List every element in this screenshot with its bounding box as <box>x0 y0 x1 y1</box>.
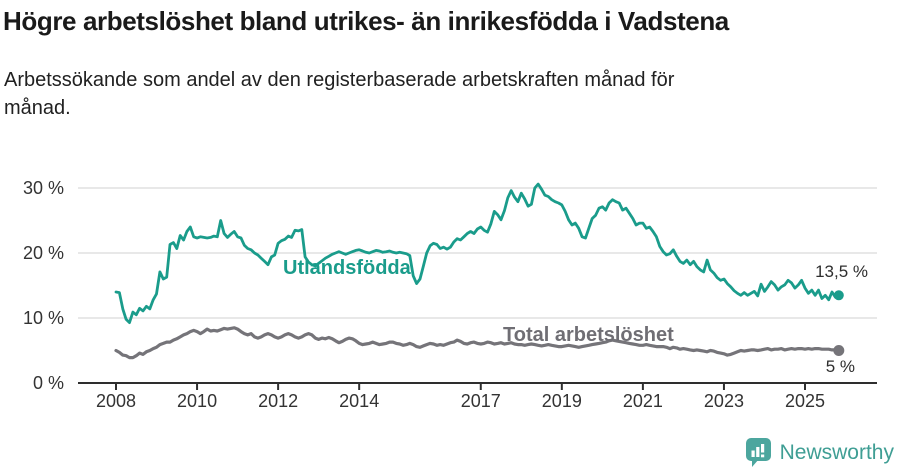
series-end-dot-utlandsfodda <box>833 290 844 301</box>
chart-subtitle: Arbetssökande som andel av den registerb… <box>4 66 854 122</box>
y-tick-label: 10 % <box>23 308 64 328</box>
x-tick-label: 2010 <box>177 391 217 411</box>
x-tick-label: 2014 <box>339 391 379 411</box>
series-end-dot-total <box>833 345 845 356</box>
y-tick-label: 20 % <box>23 243 64 263</box>
x-tick-label: 2019 <box>542 391 582 411</box>
subtitle-line-2: månad. <box>4 97 71 119</box>
page-title: Högre arbetslöshet bland utrikes- än inr… <box>3 6 729 36</box>
newsworthy-logo: Newsworthy <box>745 437 894 468</box>
end-value-label-total: 5 % <box>825 357 855 376</box>
x-tick-label: 2017 <box>461 391 501 411</box>
newsworthy-logo-text: Newsworthy <box>779 440 894 464</box>
series-label-utlandsfodda: Utlandsfödda <box>283 257 411 279</box>
newsworthy-logo-icon <box>745 438 771 467</box>
x-tick-label: 2023 <box>704 391 744 411</box>
y-tick-label: 30 % <box>23 178 64 198</box>
series-line-utlandsfodda <box>114 182 841 324</box>
subtitle-line-1: Arbetssökande som andel av den registerb… <box>4 69 675 91</box>
series-line-total <box>114 326 841 360</box>
x-tick-label: 2021 <box>623 391 663 411</box>
end-value-label-utlandsfodda: 13,5 % <box>815 262 868 281</box>
x-tick-label: 2012 <box>258 391 298 411</box>
series-label-total: Total arbetslöshet <box>503 324 674 346</box>
x-tick-label: 2008 <box>96 391 136 411</box>
x-tick-label: 2025 <box>785 391 825 411</box>
y-tick-label: 0 % <box>33 373 64 393</box>
